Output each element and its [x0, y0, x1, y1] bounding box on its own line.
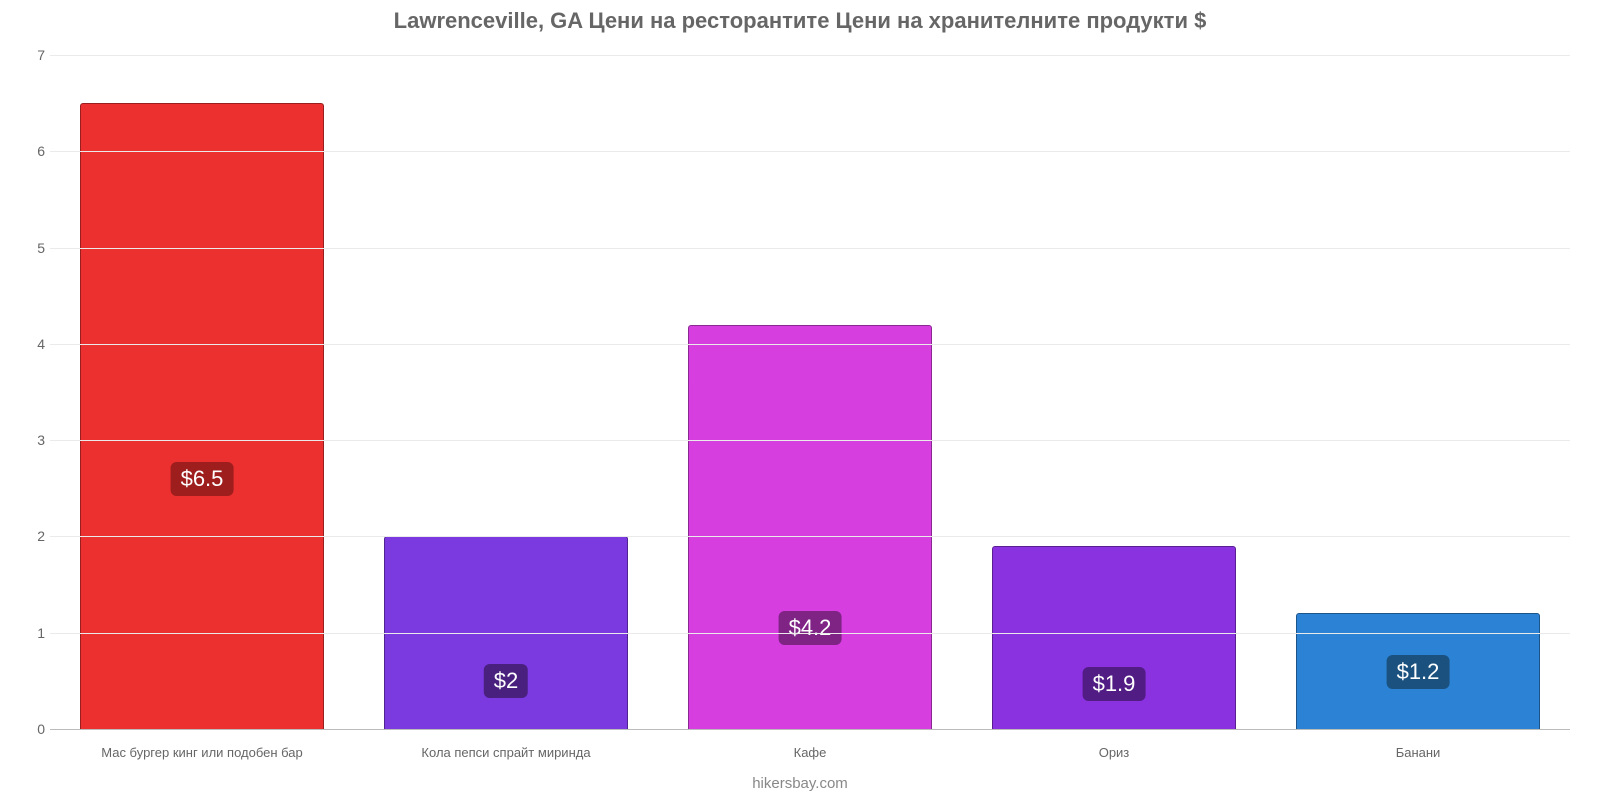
bar-slot: $1.9	[962, 55, 1266, 729]
gridline	[50, 344, 1570, 345]
y-tick-label: 4	[20, 336, 45, 352]
y-tick-label: 5	[20, 240, 45, 256]
x-axis-labels: Мас бургер кинг или подобен барКола пепс…	[50, 745, 1570, 760]
gridline	[50, 151, 1570, 152]
bar-slot: $2	[354, 55, 658, 729]
y-tick-label: 6	[20, 143, 45, 159]
gridline	[50, 248, 1570, 249]
bar-value-label: $2	[484, 664, 528, 698]
gridline	[50, 440, 1570, 441]
gridline	[50, 536, 1570, 537]
y-tick-label: 2	[20, 528, 45, 544]
gridline	[50, 55, 1570, 56]
watermark: hikersbay.com	[0, 775, 1600, 792]
plot-area: 01234567 $6.5$2$4.2$1.9$1.2	[50, 55, 1570, 730]
y-tick-label: 0	[20, 721, 45, 737]
bars-container: $6.5 $2 $4.2 $1.9 $1.2	[50, 55, 1570, 729]
x-tick-label: Кафе	[658, 745, 962, 760]
bar-slot: $6.5	[50, 55, 354, 729]
bar: $4.2	[688, 325, 931, 729]
x-tick-label: Банани	[1266, 745, 1570, 760]
bar: $6.5	[80, 103, 323, 729]
x-tick-label: Ориз	[962, 745, 1266, 760]
bar-slot: $4.2	[658, 55, 962, 729]
bar-value-label: $1.9	[1083, 667, 1146, 701]
bar-value-label: $6.5	[171, 462, 234, 496]
bar: $1.2	[1296, 613, 1539, 729]
bar-slot: $1.2	[1266, 55, 1570, 729]
y-tick-label: 3	[20, 432, 45, 448]
bar-value-label: $4.2	[779, 611, 842, 645]
y-tick-label: 7	[20, 47, 45, 63]
x-tick-label: Кола пепси спрайт миринда	[354, 745, 658, 760]
bar: $1.9	[992, 546, 1235, 729]
chart-title: Lawrenceville, GA Цени на ресторантите Ц…	[0, 0, 1600, 34]
x-tick-label: Мас бургер кинг или подобен бар	[50, 745, 354, 760]
gridline	[50, 633, 1570, 634]
y-tick-label: 1	[20, 625, 45, 641]
bar-value-label: $1.2	[1387, 655, 1450, 689]
